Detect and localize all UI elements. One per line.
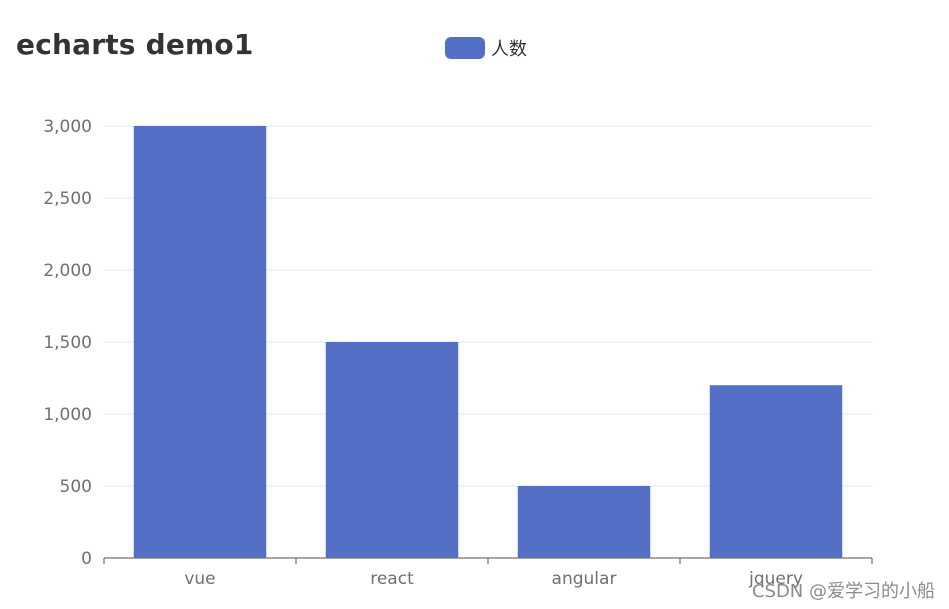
bar-react [325,342,459,558]
x-tick-label: angular [552,569,617,589]
x-tick-label: react [370,569,414,589]
y-tick-label: 2,500 [43,189,92,209]
y-tick-label: 2,000 [43,261,92,281]
chart-title: echarts demo1 [16,28,254,61]
y-tick-label: 1,000 [43,405,92,425]
y-tick-label: 3,000 [43,117,92,137]
y-tick-label: 1,500 [43,333,92,353]
x-tick-label: jquery [748,569,803,589]
bar-vue [133,126,267,558]
bar-angular [517,486,651,558]
legend-label: 人数 [491,39,527,60]
watermark: CSDN @爱学习的小船 [751,581,935,602]
bar-jquery [709,385,843,558]
legend[interactable]: 人数 [445,36,527,60]
y-tick-label: 0 [81,549,92,569]
x-tick-label: vue [184,569,215,589]
legend-swatch [445,37,485,59]
y-tick-label: 500 [60,477,92,497]
